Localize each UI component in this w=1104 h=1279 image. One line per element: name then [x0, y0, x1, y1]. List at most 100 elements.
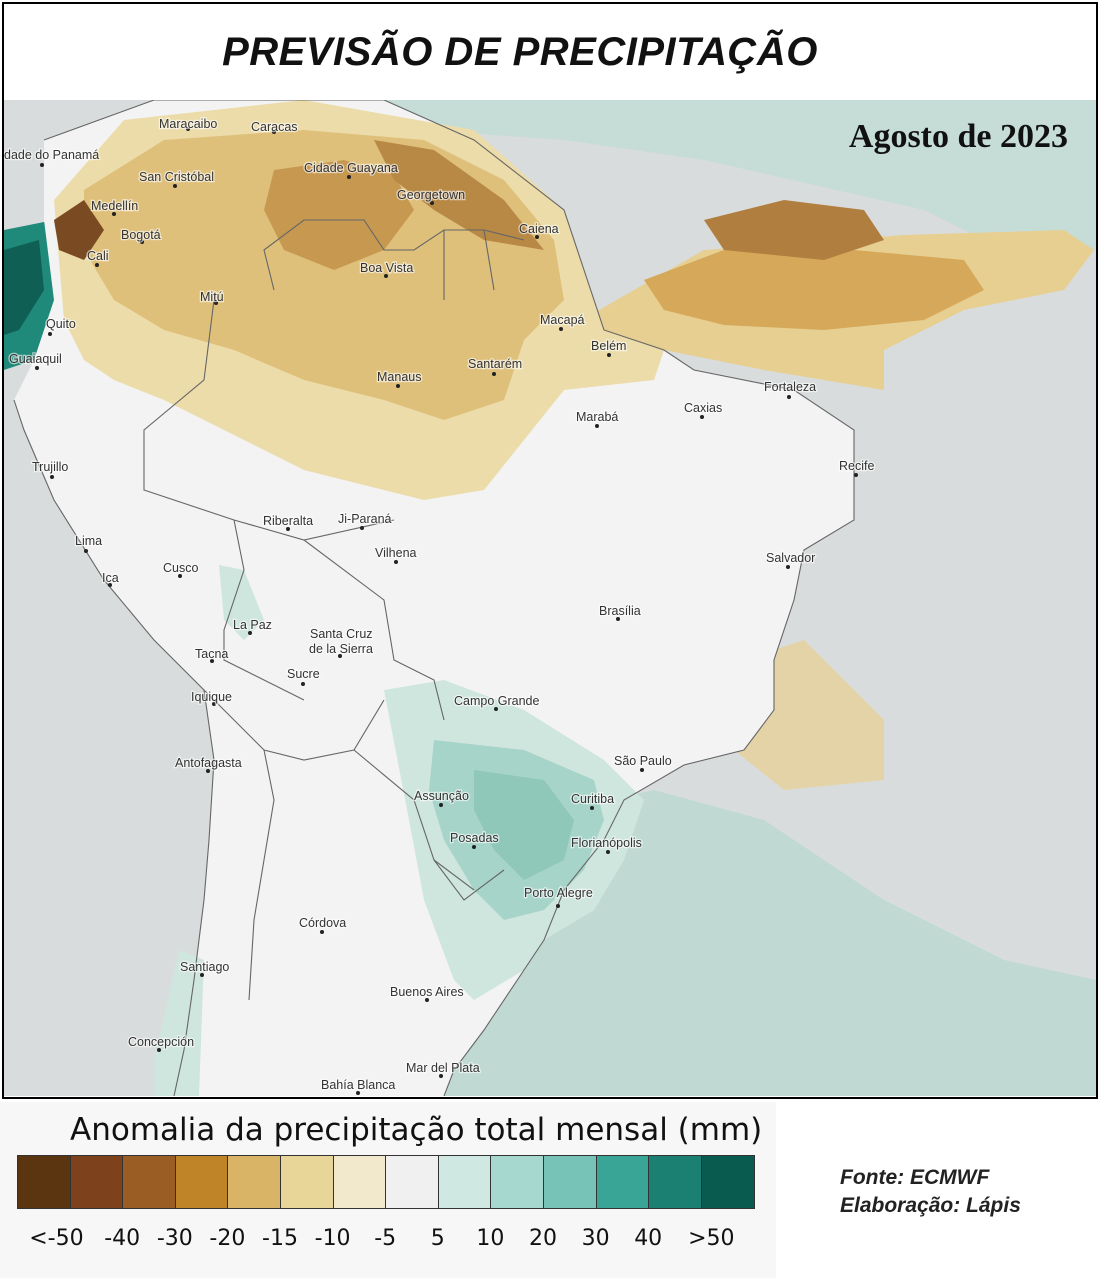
- city-label: Iquique: [191, 690, 232, 704]
- legend: Anomalia da precipitação total mensal (m…: [0, 1102, 776, 1278]
- anomaly-south-wet-core: [474, 770, 574, 880]
- city-label: Sucre: [287, 667, 320, 681]
- city-label: Belém: [591, 339, 626, 353]
- city-dot: [347, 175, 351, 179]
- city-label: Mitú: [200, 290, 224, 304]
- anomaly-guiana-coast-dry: [374, 140, 544, 250]
- city-label: Macapá: [540, 313, 585, 327]
- anomaly-guiana-dry-core: [264, 160, 414, 270]
- anomaly-pacific-wet-core: [4, 240, 44, 335]
- precipitation-map: Maracaibo Caracas dade do Panamá San Cri…: [4, 100, 1096, 1096]
- city-dot: [492, 372, 496, 376]
- credits: Fonte: ECMWF Elaboração: Lápis: [840, 1164, 1021, 1220]
- legend-tick-label: -5: [374, 1226, 397, 1251]
- city-label: Bahía Blanca: [321, 1078, 395, 1092]
- city-label: Guaiaquil: [9, 352, 62, 366]
- city-dot: [338, 654, 342, 658]
- legend-tick-label: 30: [581, 1226, 610, 1251]
- legend-swatch: [701, 1156, 755, 1208]
- city-label: San Cristóbal: [139, 170, 214, 184]
- legend-swatch: [123, 1156, 176, 1208]
- city-dot: [84, 549, 88, 553]
- city-label: Posadas: [450, 831, 499, 845]
- legend-swatch: [18, 1156, 71, 1208]
- city-dot: [210, 659, 214, 663]
- author-label: Elaboração: Lápis: [840, 1194, 1021, 1217]
- legend-swatch: [70, 1156, 124, 1208]
- city-dot: [396, 384, 400, 388]
- city-dot: [157, 1048, 161, 1052]
- legend-swatch: [386, 1156, 439, 1208]
- page-title: PREVISÃO DE PRECIPITAÇÃO: [222, 30, 818, 74]
- city-label: Florianópolis: [571, 836, 642, 850]
- city-label: Caxias: [684, 401, 722, 415]
- city-label: Antofagasta: [175, 756, 242, 770]
- city-label: Recife: [839, 459, 874, 473]
- legend-swatch: [543, 1156, 597, 1208]
- city-label: Concepción: [128, 1035, 194, 1049]
- city-label: São Paulo: [614, 754, 672, 768]
- anomaly-chile-wet: [154, 950, 204, 1096]
- city-dot: [212, 702, 216, 706]
- city-dot: [430, 201, 434, 205]
- city-dot: [472, 845, 476, 849]
- city-dot: [48, 332, 52, 336]
- anomaly-atlantic-dry-core: [644, 250, 984, 330]
- legend-swatch: [438, 1156, 492, 1208]
- city-dot: [787, 395, 791, 399]
- city-dot: [286, 527, 290, 531]
- city-label: Manaus: [377, 370, 421, 384]
- city-label: Ji-Paraná: [338, 512, 392, 526]
- city-label: Cali: [87, 249, 109, 263]
- city-dot: [140, 240, 144, 244]
- city-dot: [173, 184, 177, 188]
- city-dot: [606, 850, 610, 854]
- legend-tick-label: -20: [209, 1226, 246, 1251]
- city-label: Tacna: [195, 647, 228, 661]
- city-label: Mar del Plata: [406, 1061, 480, 1075]
- city-dot: [40, 163, 44, 167]
- legend-swatch: [333, 1156, 387, 1208]
- city-label: Lima: [75, 534, 102, 548]
- city-dot: [35, 366, 39, 370]
- city-label: Córdova: [299, 916, 346, 930]
- city-label: Curitiba: [571, 792, 614, 806]
- city-label: Maracaibo: [159, 117, 217, 131]
- city-dot: [700, 415, 704, 419]
- city-label: Caiena: [519, 222, 559, 236]
- legend-swatch: [228, 1156, 281, 1208]
- city-dot: [607, 353, 611, 357]
- legend-title: Anomalia da precipitação total mensal (m…: [70, 1112, 763, 1148]
- legend-swatch: [596, 1156, 650, 1208]
- city-dot: [394, 560, 398, 564]
- city-label: Quito: [46, 317, 76, 331]
- anomaly-colombia-dry-core: [54, 200, 104, 260]
- city-dot: [206, 769, 210, 773]
- legend-tick-label: -30: [156, 1226, 193, 1251]
- city-label: Buenos Aires: [390, 985, 464, 999]
- city-dot: [301, 682, 305, 686]
- legend-tick-label: -40: [104, 1226, 141, 1251]
- anomaly-atlantic-dry-max: [704, 200, 884, 260]
- city-dot: [272, 130, 276, 134]
- legend-swatch: [280, 1156, 334, 1208]
- city-dot: [356, 1091, 360, 1095]
- city-label: Medellín: [91, 199, 138, 213]
- legend-tick-label: 10: [476, 1226, 505, 1251]
- anomaly-ocean-north-wet: [384, 100, 1096, 250]
- city-label: Cusco: [163, 561, 198, 575]
- city-label: Bogotá: [121, 228, 161, 242]
- borders: [13, 100, 855, 1096]
- city-dot: [384, 274, 388, 278]
- legend-colorbar: [17, 1155, 756, 1209]
- forecast-period: Agosto de 2023: [848, 118, 1068, 155]
- city-label: Boa Vista: [360, 261, 413, 275]
- city-label: Caracas: [251, 120, 298, 134]
- legend-swatch: [491, 1156, 544, 1208]
- city-label: Georgetown: [397, 188, 465, 202]
- city-dot: [786, 565, 790, 569]
- city-label: dade do Panamá: [4, 148, 99, 162]
- city-dot: [50, 475, 54, 479]
- city-markers: Maracaibo Caracas dade do Panamá San Cri…: [4, 116, 876, 1095]
- city-label: Vilhena: [375, 546, 417, 560]
